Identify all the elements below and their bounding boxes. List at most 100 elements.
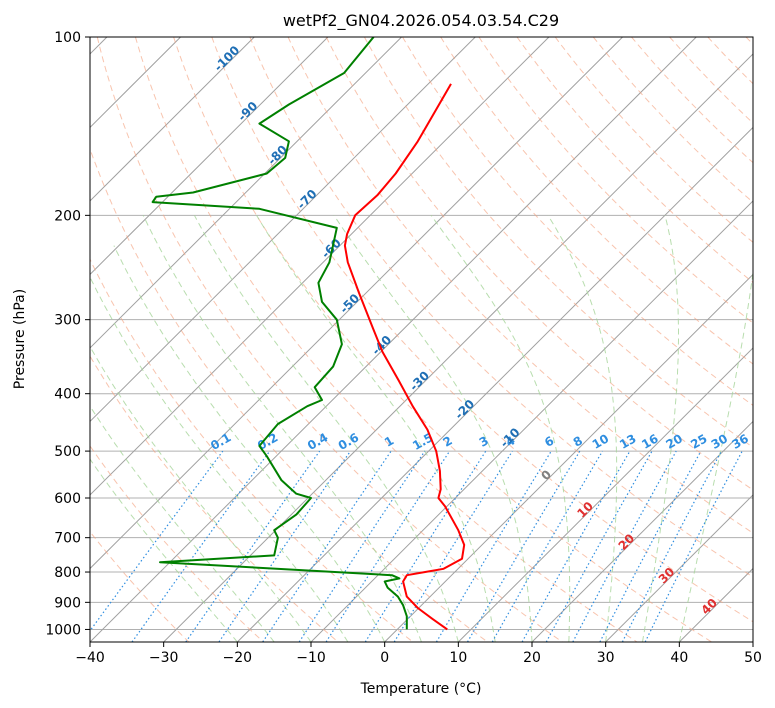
mixing-ratio-label: 16 — [639, 431, 660, 451]
moist-adiabat-line — [90, 405, 275, 642]
dry-adiabat-line — [440, 37, 753, 365]
mixing-ratio-label: 3 — [477, 433, 491, 449]
x-axis-label: Temperature (°C) — [360, 681, 482, 697]
isotherm-line — [90, 37, 476, 423]
moist-adiabat-line — [333, 215, 533, 642]
y-tick-label: 900 — [54, 595, 81, 611]
mixing-ratio-line — [644, 450, 743, 642]
dry-adiabat-line — [96, 37, 563, 642]
dry-adiabat-label: -50 — [337, 291, 362, 316]
mixing-ratio-line — [545, 450, 653, 642]
isotherm-line — [90, 37, 329, 276]
isotherm-line — [752, 641, 753, 642]
dry-adiabat-line — [90, 530, 190, 642]
dry-adiabat-line — [134, 37, 638, 642]
isotherm-line — [384, 273, 753, 642]
mixing-ratio-line — [466, 450, 581, 642]
dry-adiabat-line — [707, 37, 753, 85]
dry-adiabat-line — [554, 37, 753, 243]
x-tick-label: 40 — [670, 650, 688, 666]
mixing-ratio-line — [262, 450, 392, 642]
y-tick-label: 200 — [54, 208, 81, 224]
dry-adiabat-label: -20 — [452, 397, 477, 422]
x-tick-label: 10 — [449, 650, 467, 666]
moist-adiabat-label: 30 — [656, 565, 678, 587]
dry-adiabat-line — [592, 37, 753, 203]
x-tick-label: −20 — [223, 650, 253, 666]
moist-adiabat-line — [256, 215, 496, 642]
isotherm-line — [236, 126, 753, 642]
moist-adiabat-line — [193, 215, 459, 642]
mixing-ratio-line — [521, 450, 631, 642]
line-labels: 0.1 0.2 0.4 0.6 1 1.5 2 3 4 6 8 10 13 16 20 25 30 36-100-… — [208, 43, 751, 617]
moist-adiabat-line — [642, 215, 679, 642]
moist-adiabat-line — [90, 276, 349, 642]
x-tick-label: 20 — [523, 650, 541, 666]
temperature-line — [343, 83, 466, 631]
moist-adiabat-label: 20 — [616, 531, 638, 553]
mixing-ratio-line — [298, 450, 426, 642]
mixing-ratio-label: 0.1 — [208, 430, 233, 453]
y-tick-label: 700 — [54, 531, 81, 547]
x-tick-label: −30 — [149, 650, 179, 666]
mixing-ratio-line — [364, 450, 487, 642]
background-lines — [90, 37, 753, 642]
isotherm-line — [531, 420, 753, 642]
mixing-ratio-line — [599, 450, 702, 642]
dry-adiabat-line — [90, 258, 414, 642]
mixing-ratio-line — [572, 450, 677, 642]
dry-adiabat-line — [211, 37, 753, 623]
y-axis-label: Pressure (hPa) — [12, 289, 28, 389]
moist-adiabat-line — [547, 215, 618, 642]
dry-adiabat-line — [402, 37, 753, 407]
isotherm-line — [457, 347, 753, 642]
isotherm-line — [605, 494, 753, 642]
dry-adiabat-line — [90, 445, 264, 642]
dry-adiabat-label: -10 — [497, 425, 522, 450]
plot-frame — [89, 36, 754, 643]
isotherm-line — [90, 37, 623, 570]
mixing-ratio-label: 8 — [571, 433, 585, 449]
y-tick-label: 300 — [54, 313, 81, 329]
mixing-ratio-line — [90, 450, 224, 632]
mixing-ratio-label: 36 — [729, 431, 750, 451]
y-tick-label: 600 — [54, 491, 81, 507]
y-tick-label: 400 — [54, 387, 81, 403]
y-tick-label: 500 — [54, 444, 81, 460]
moist-adiabat-line — [142, 215, 422, 642]
dewpoint-line — [151, 37, 408, 630]
moist-adiabat-line — [678, 269, 753, 642]
profile-lines — [151, 37, 466, 631]
mixing-ratio-label: 13 — [617, 431, 638, 451]
y-tick-label: 800 — [54, 565, 81, 581]
isotherm-line — [90, 37, 255, 202]
isotherm-line — [90, 37, 402, 349]
dry-adiabat-line — [287, 37, 753, 534]
isotherm-line — [90, 37, 550, 496]
mixing-ratio-label: 0.4 — [305, 430, 330, 453]
mixing-ratio-line — [218, 450, 351, 642]
dry-adiabat-line — [90, 355, 339, 642]
chart-title: wetPf2_GN04.2026.054.03.54.C29 — [283, 11, 559, 31]
isotherm-line — [163, 53, 753, 642]
moist-adiabat-line — [430, 215, 571, 642]
dry-adiabat-line — [90, 147, 488, 642]
mixing-ratio-label: 0.2 — [255, 430, 280, 453]
mixing-ratio-label: 0.6 — [336, 430, 361, 453]
dry-adiabat-label: -30 — [407, 368, 432, 393]
mixing-ratio-label: 30 — [709, 431, 730, 451]
x-axis: −40 −30 −20 −10 0 10 20 30 40 50 — [75, 642, 762, 666]
mixing-ratio-line — [185, 450, 321, 642]
x-tick-label: 30 — [597, 650, 615, 666]
x-tick-label: −40 — [75, 650, 105, 666]
mixing-ratio-line — [393, 450, 513, 642]
moist-adiabat-line — [90, 458, 238, 642]
y-tick-label: 100 — [54, 30, 81, 46]
moist-adiabat-label: 10 — [574, 499, 596, 521]
dry-adiabat-line — [325, 37, 753, 491]
x-tick-label: −10 — [296, 650, 326, 666]
mixing-ratio-line — [325, 450, 451, 642]
dry-adiabat-label: -40 — [369, 333, 394, 358]
moist-adiabat-label: 40 — [698, 596, 720, 618]
